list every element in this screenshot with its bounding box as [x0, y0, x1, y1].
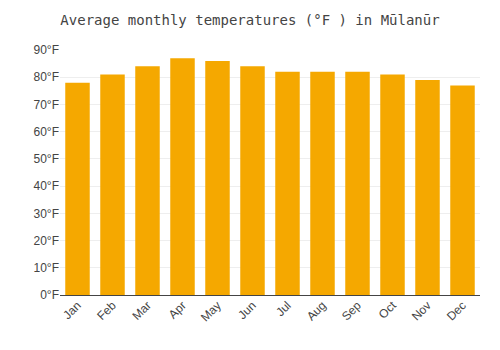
svg-text:Jul: Jul — [273, 298, 294, 319]
svg-text:Feb: Feb — [94, 298, 119, 323]
svg-text:90°F: 90°F — [34, 43, 59, 57]
svg-text:40°F: 40°F — [34, 179, 59, 193]
svg-text:Mar: Mar — [129, 298, 154, 323]
svg-text:60°F: 60°F — [34, 125, 59, 139]
svg-text:Nov: Nov — [409, 298, 434, 323]
svg-text:0°F: 0°F — [40, 288, 59, 302]
svg-text:Apr: Apr — [166, 298, 189, 321]
svg-text:Average monthly temperatures (: Average monthly temperatures (°F ) in Mū… — [60, 12, 439, 28]
svg-text:80°F: 80°F — [34, 70, 59, 84]
svg-text:Sep: Sep — [339, 298, 364, 323]
svg-text:May: May — [198, 298, 224, 324]
svg-text:Dec: Dec — [444, 298, 469, 323]
svg-text:20°F: 20°F — [34, 234, 59, 248]
svg-text:Aug: Aug — [304, 298, 329, 323]
svg-text:Jan: Jan — [60, 298, 84, 322]
svg-text:70°F: 70°F — [34, 98, 59, 112]
svg-text:Oct: Oct — [376, 298, 400, 322]
svg-text:30°F: 30°F — [34, 207, 59, 221]
svg-text:Jun: Jun — [235, 298, 259, 322]
svg-text:10°F: 10°F — [34, 261, 59, 275]
svg-text:50°F: 50°F — [34, 152, 59, 166]
